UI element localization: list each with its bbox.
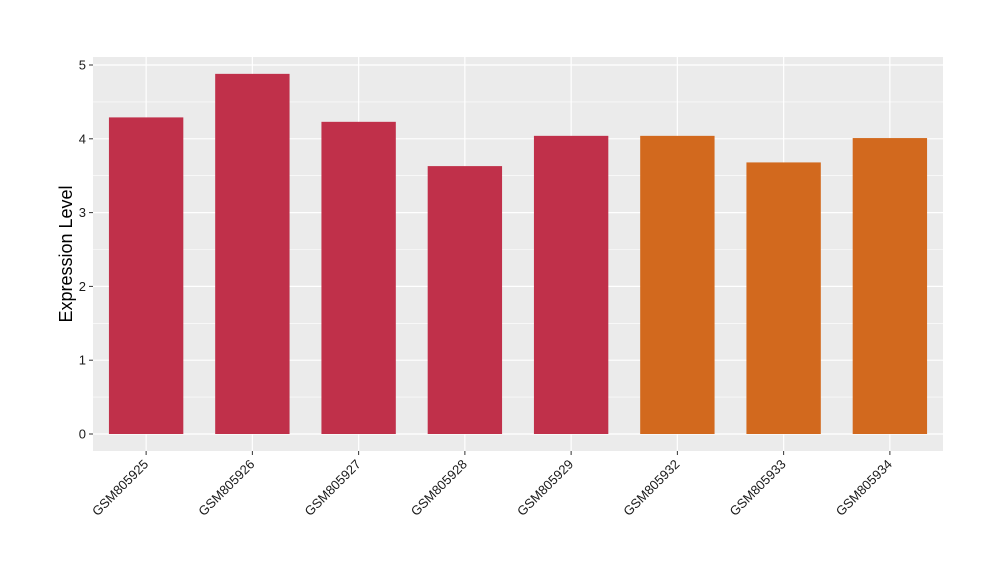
- y-tick-label: 0: [79, 427, 86, 442]
- x-tick-label: GSM805933: [727, 457, 789, 519]
- bar-GSM805934: [852, 138, 928, 434]
- y-tick-label: 2: [79, 279, 86, 294]
- y-axis-title: Expression Level: [56, 185, 76, 322]
- bar-GSM805929: [533, 135, 609, 434]
- bar-GSM805932: [640, 135, 715, 434]
- bar-GSM805928: [427, 166, 503, 434]
- x-tick-label: GSM805929: [514, 457, 576, 519]
- y-axis: 0 1 2 3 4 5: [79, 58, 93, 442]
- y-tick-label: 5: [79, 58, 86, 73]
- y-tick-label: 4: [79, 131, 86, 146]
- x-axis: GSM805925 GSM805926 GSM805927 GSM805928 GSM8…: [89, 451, 895, 519]
- y-tick-label: 1: [79, 353, 86, 368]
- x-tick-label: GSM805932: [620, 457, 682, 519]
- bar-GSM805926: [215, 73, 290, 434]
- x-tick-label: GSM805926: [195, 457, 257, 519]
- bar-GSM805925: [108, 117, 184, 434]
- bars: [108, 73, 928, 435]
- x-tick-label: GSM805925: [89, 457, 151, 519]
- bar-GSM805927: [321, 121, 396, 435]
- bar-GSM805933: [746, 162, 821, 434]
- x-tick-label: GSM805934: [833, 457, 895, 519]
- x-tick-label: GSM805928: [408, 457, 470, 519]
- y-tick-label: 3: [79, 205, 86, 220]
- x-tick-label: GSM805927: [302, 457, 364, 519]
